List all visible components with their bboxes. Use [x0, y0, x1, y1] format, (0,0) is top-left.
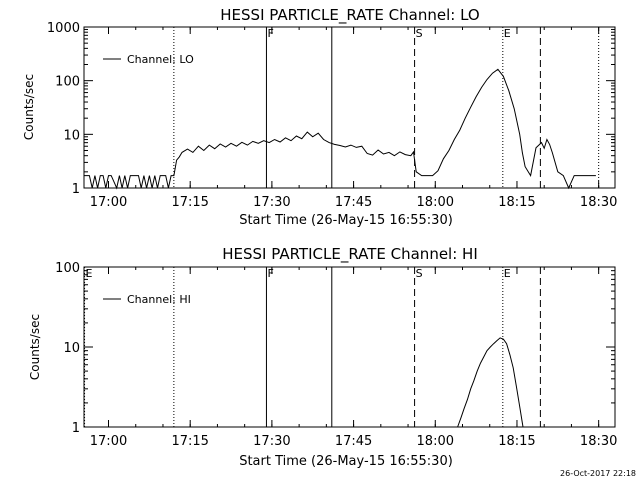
x-tick-label: 17:30 [253, 195, 290, 210]
panel-lo: HESSI PARTICLE_RATE Channel: LO F S E 17:0… [22, 6, 617, 228]
panel-hi-y-axis-label: Counts/sec [28, 314, 42, 380]
marker-label-e: E [504, 27, 511, 40]
panel-lo-plot-frame [83, 26, 616, 189]
panel-hi: HESSI PARTICLE_RATE Channel: HI E F S E 17:… [28, 245, 617, 469]
y-tick-label: 10 [63, 128, 80, 143]
y-tick-label: 100 [55, 75, 80, 90]
y-tick-label: 1 [72, 421, 80, 436]
x-tick-label: 17:00 [90, 434, 127, 449]
panel-lo-axis-ticks: 17:00 17:15 17:30 17:45 18:00 18:15 18:30 1 10 10… [47, 21, 617, 210]
panel-hi-x-axis-label: Start Time (26-May-15 16:55:30) [239, 454, 453, 469]
x-tick-label: 18:30 [580, 195, 617, 210]
x-tick-label: 18:15 [498, 195, 535, 210]
x-tick-label: 17:15 [171, 195, 208, 210]
panel-hi-plot-frame [83, 266, 616, 428]
panel-lo-title: HESSI PARTICLE_RATE Channel: LO [220, 6, 479, 25]
panel-hi-title: HESSI PARTICLE_RATE Channel: HI [222, 245, 478, 264]
legend-label-channel-hi: Channel: HI [127, 293, 191, 306]
x-tick-label: 18:15 [498, 434, 535, 449]
x-tick-label: 18:30 [580, 434, 617, 449]
marker-label-f: F [267, 27, 273, 40]
marker-label-s: S [416, 267, 423, 280]
panel-hi-legend: Channel: HI [103, 293, 191, 306]
generation-timestamp: 26-Oct-2017 22:18 [560, 469, 636, 478]
x-tick-label: 18:00 [417, 434, 454, 449]
x-tick-label: 17:15 [171, 434, 208, 449]
marker-label-f: F [267, 267, 273, 280]
panel-hi-axis-ticks: 17:00 17:15 17:30 17:45 18:00 18:15 18:30 1 10 10… [55, 261, 617, 449]
panel-lo-x-axis-label: Start Time (26-May-15 16:55:30) [239, 213, 453, 228]
marker-label-s: S [416, 27, 423, 40]
y-tick-label: 1 [72, 182, 80, 197]
marker-label-e: E [504, 267, 511, 280]
legend-label-channel-lo: Channel: LO [127, 53, 194, 66]
x-tick-label: 17:45 [335, 434, 372, 449]
series-line-channel-lo [84, 68, 596, 190]
x-tick-label: 17:00 [90, 195, 127, 210]
panel-lo-legend: Channel: LO [103, 53, 194, 66]
panel-lo-y-axis-label: Counts/sec [22, 74, 36, 140]
y-tick-label: 1000 [47, 21, 80, 36]
marker-label-e: E [86, 267, 93, 280]
y-tick-label: 10 [63, 341, 80, 356]
x-tick-label: 17:30 [253, 434, 290, 449]
x-tick-label: 18:00 [417, 195, 454, 210]
x-tick-label: 17:45 [335, 195, 372, 210]
y-tick-label: 100 [55, 261, 80, 276]
series-line-channel-hi [457, 337, 524, 428]
